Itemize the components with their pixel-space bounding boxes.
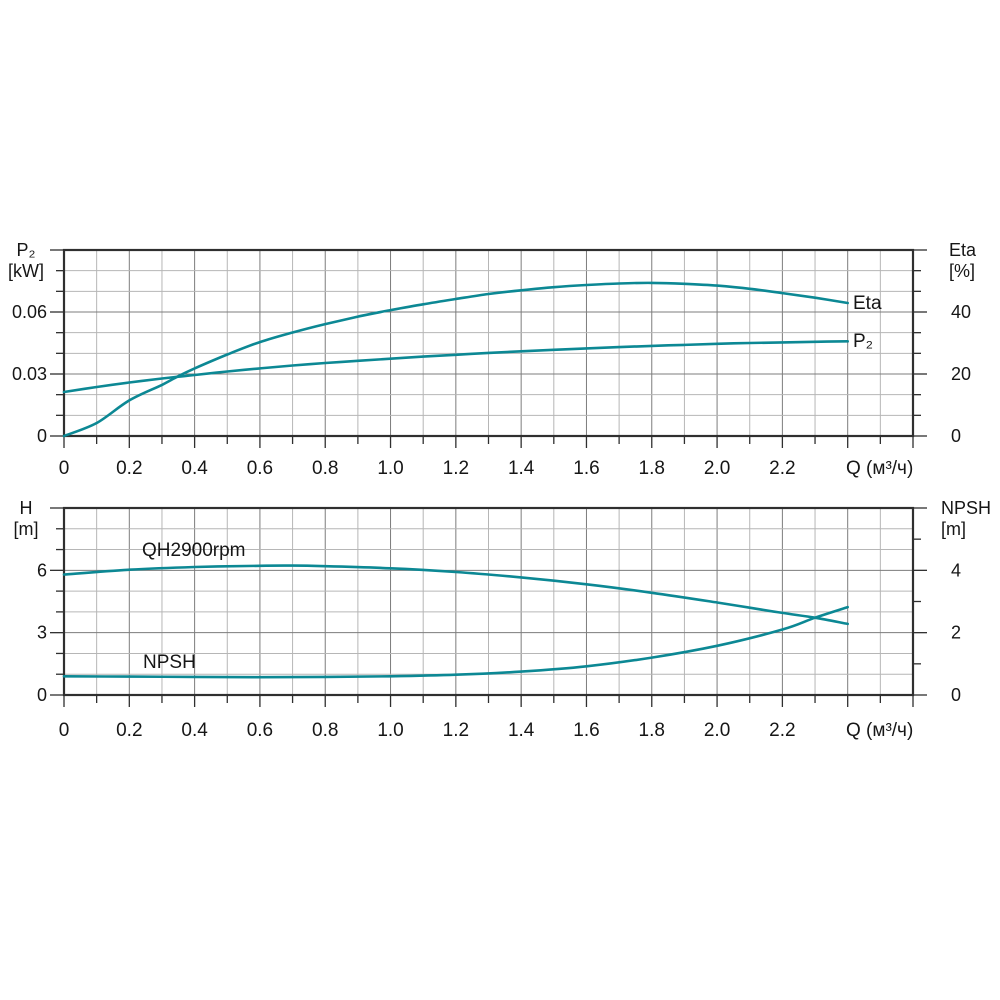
x-tick-label: 0.2 (116, 458, 142, 479)
left-axis-title: H (20, 498, 33, 518)
x-tick-label: 0.8 (312, 720, 338, 741)
eta-curve-label: Eta (853, 293, 882, 314)
x-tick-label: 2.2 (769, 458, 795, 479)
x-tick-label: 0.4 (181, 458, 208, 479)
npsh-curve (62, 605, 849, 679)
left-axis-title: [m] (14, 519, 39, 539)
p2-curve (62, 340, 849, 394)
left-axis-tick-label: 3 (37, 623, 47, 643)
x-tick-label: 1.2 (443, 458, 469, 479)
right-axis-tick-label: 4 (951, 560, 961, 580)
p2-curve-label: P₂ (853, 331, 873, 352)
left-axis-tick-label: 0 (37, 685, 47, 705)
x-tick-label: 0 (59, 720, 70, 741)
left-axis-tick-label: 0.06 (12, 302, 47, 322)
x-tick-label: 0.2 (116, 720, 142, 741)
x-tick-label: 2.2 (769, 720, 795, 741)
x-tick-label: 1.8 (639, 458, 665, 479)
right-axis-tick-label: 0 (951, 685, 961, 705)
right-axis-tick-label: 0 (951, 426, 961, 446)
left-axis-title: P₂ (17, 240, 36, 260)
right-axis-tick-label: 40 (951, 302, 971, 322)
x-tick-label: 0 (59, 458, 70, 479)
x-tick-label: 1.6 (573, 720, 599, 741)
left-axis-title: [kW] (8, 261, 44, 281)
x-tick-label: 1.4 (508, 720, 535, 741)
right-axis-tick-label: 2 (951, 623, 961, 643)
x-tick-label: 1.0 (377, 720, 403, 741)
x-tick-label: 2.0 (704, 720, 730, 741)
npsh-curve-label: NPSH (143, 652, 196, 673)
qh-npsh-chart: 0 3 6 0 2 4 0 0.2 0.4 0.6 0.8 1.0 1.2 1.4 1.6 1.8 2.0 2.2… (14, 498, 992, 741)
qh-curve (62, 564, 849, 626)
x-tick-label: 0.4 (181, 720, 208, 741)
left-axis-tick-label: 0 (37, 426, 47, 446)
x-tick-label: 1.2 (443, 720, 469, 741)
p2-eta-chart: 0 0.03 0.06 0 20 40 0 0.2 0.4 0.6 0.8 1.0 1.2 1.4 1.6 1… (8, 240, 977, 479)
left-axis-tick-label: 0.03 (12, 364, 47, 384)
x-tick-label: 1.0 (377, 458, 403, 479)
x-tick-label: 2.0 (704, 458, 730, 479)
x-tick-label: 0.8 (312, 458, 338, 479)
right-axis-tick-label: 20 (951, 364, 971, 384)
x-tick-label: 1.8 (639, 720, 665, 741)
x-axis-title: Q (м³/ч) (846, 458, 913, 479)
x-tick-label: 0.6 (247, 720, 273, 741)
right-axis-title: NPSH (941, 498, 991, 518)
x-tick-label: 1.4 (508, 458, 535, 479)
right-axis-title: Eta (949, 240, 977, 260)
plot-border (62, 248, 915, 438)
right-axis-title: [m] (941, 519, 966, 539)
x-tick-label: 0.6 (247, 458, 273, 479)
right-axis-title: [%] (949, 261, 975, 281)
left-axis-tick-label: 6 (37, 560, 47, 580)
x-tick-label: 1.6 (573, 458, 599, 479)
qh-curve-label: QH2900rpm (142, 540, 246, 561)
x-axis-title: Q (м³/ч) (846, 720, 913, 741)
plot-border (62, 506, 915, 697)
